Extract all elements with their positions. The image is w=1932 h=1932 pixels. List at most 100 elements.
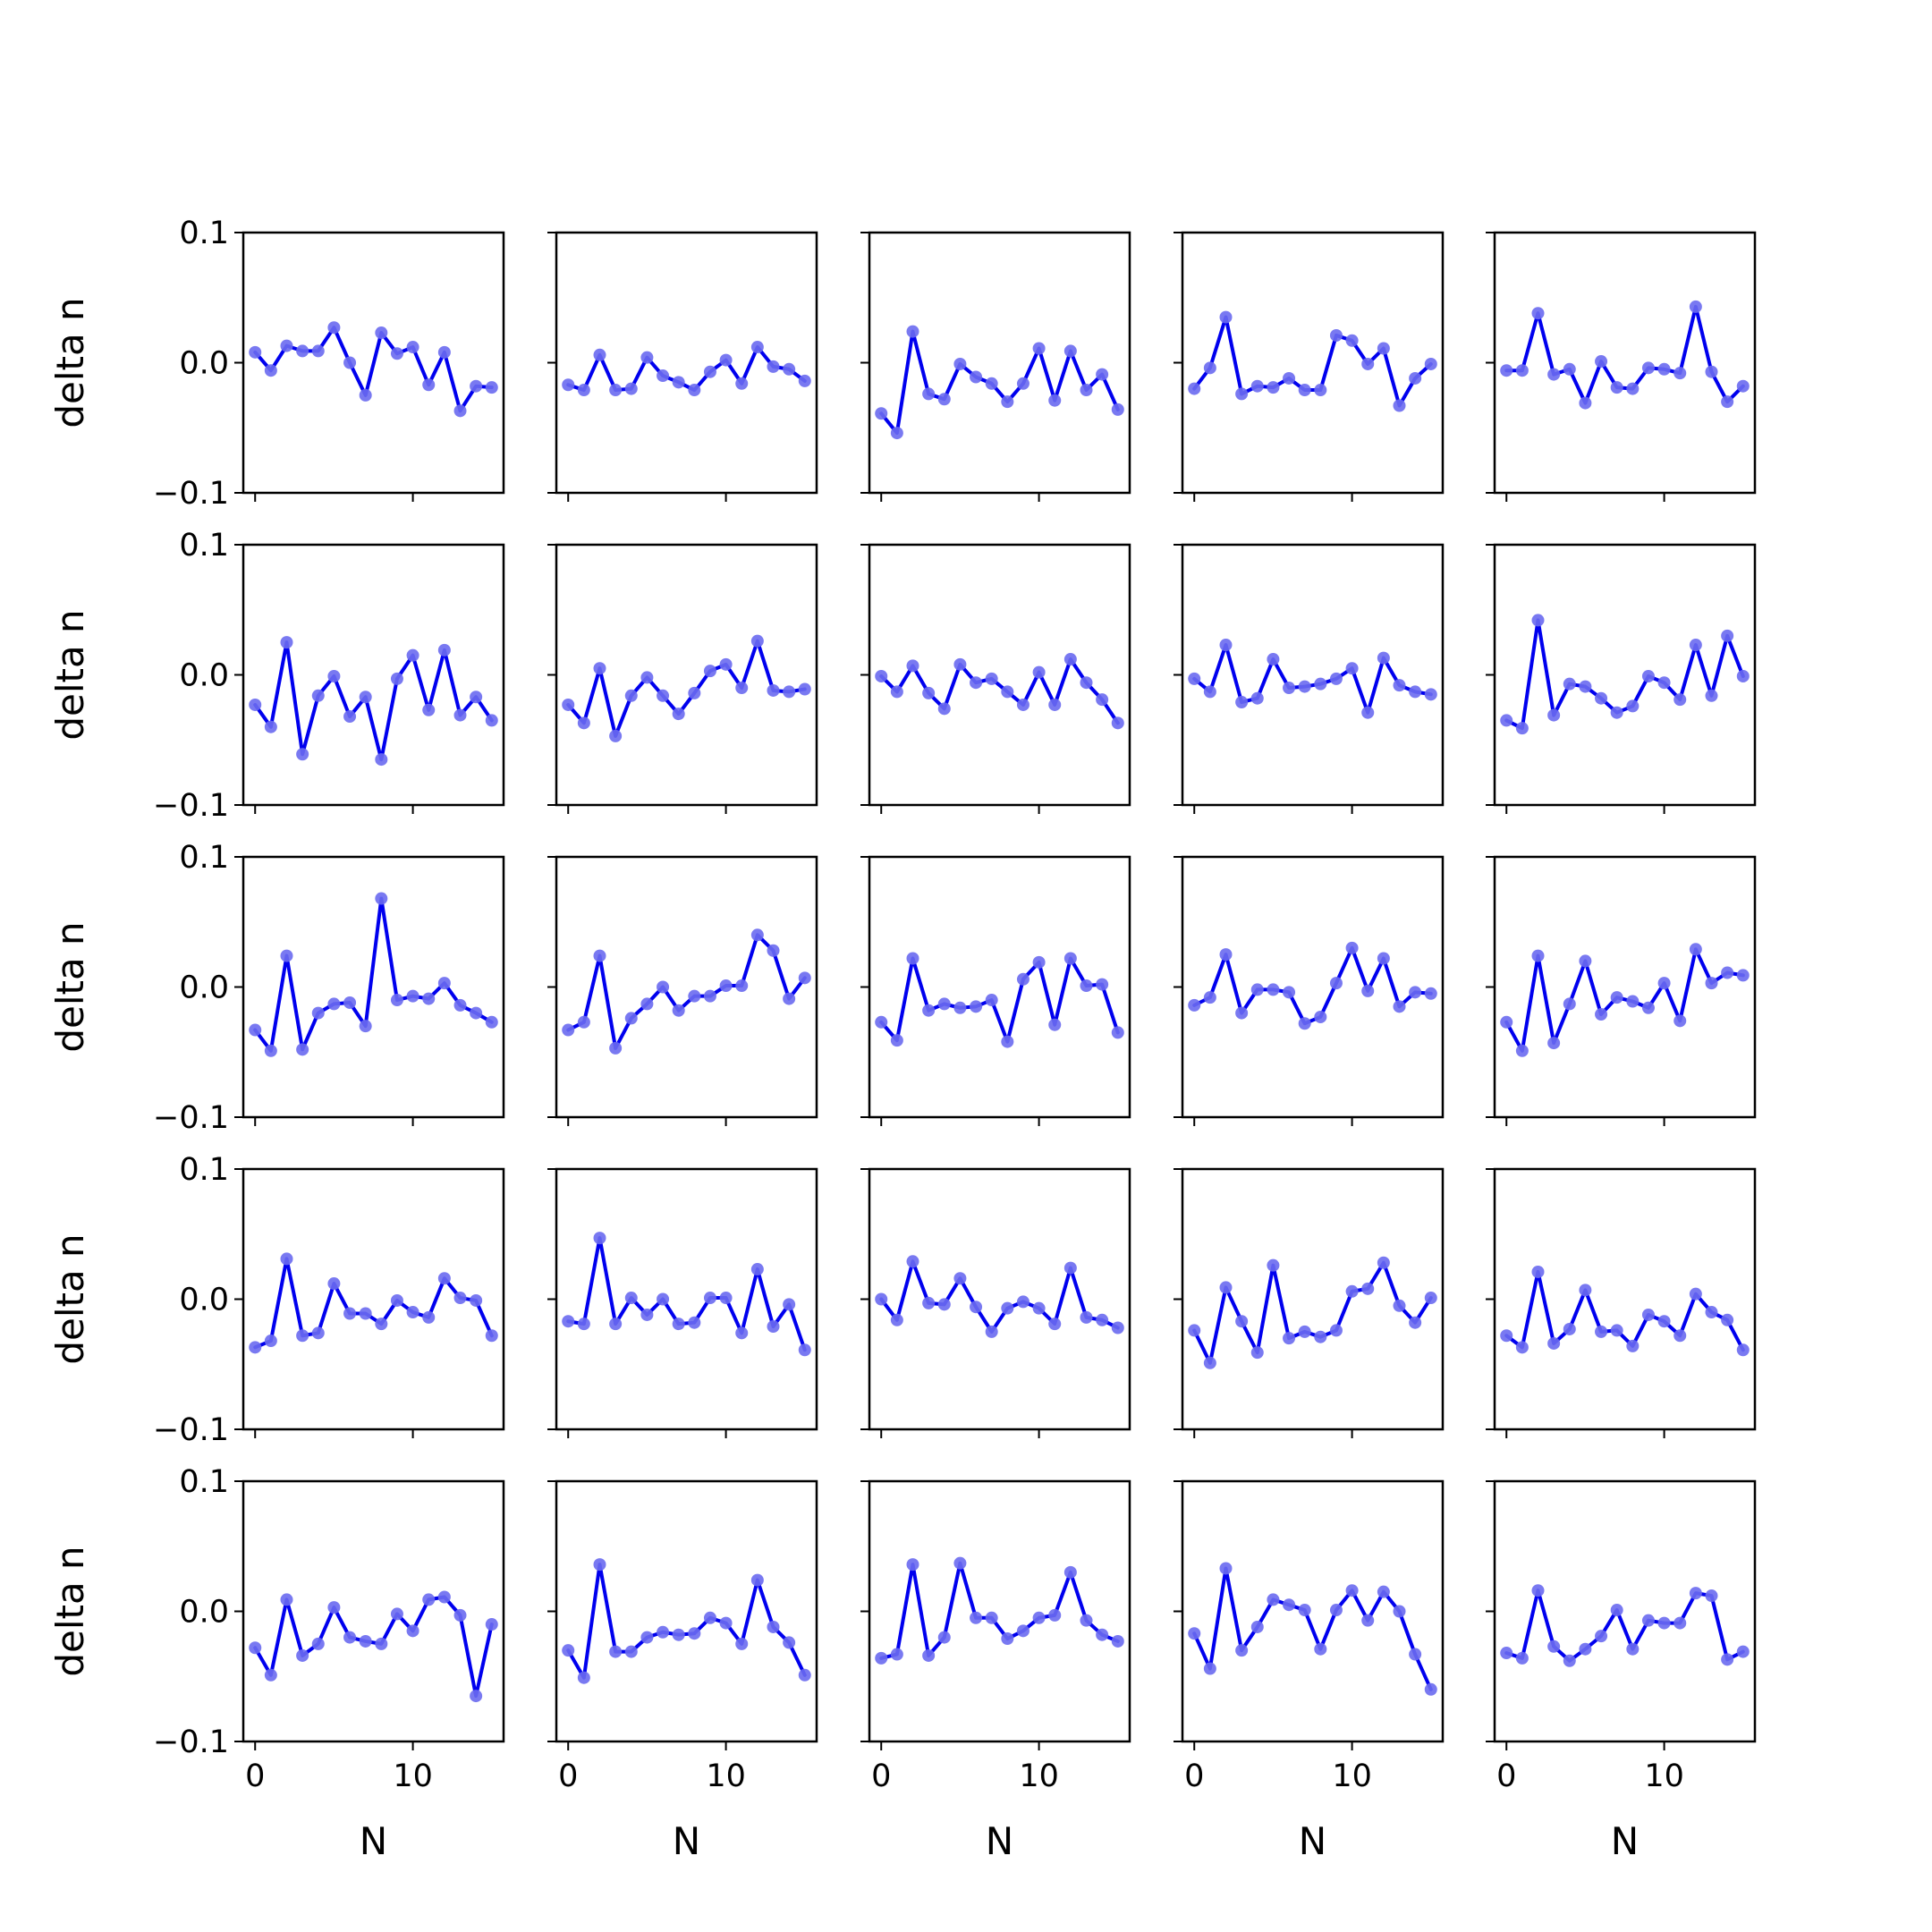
data-point [1563,1322,1576,1335]
data-point [1641,1614,1655,1627]
data-point [1689,943,1702,956]
x-tick-label: 10 [1644,1758,1684,1794]
axes-frame [1181,231,1445,495]
data-point [327,321,341,335]
data-point [1500,1329,1513,1343]
data-point [1579,1284,1592,1297]
data-point [1250,691,1264,705]
data-point [470,379,483,393]
data-point [311,1326,325,1340]
data-point [1250,1620,1264,1633]
data-point [593,662,606,675]
data-point [922,1648,936,1662]
data-point [1500,1015,1513,1029]
data-point [624,382,638,395]
data-point [1188,382,1201,395]
data-point [640,1308,654,1321]
data-point [1657,1616,1671,1630]
subplot-r3-c1: −0.1 0.0 0.1 delta n [48,840,505,1136]
data-point [470,691,483,704]
data-point [783,992,796,1005]
subplot-r5-c5: 0 10N [1486,1479,1757,1863]
data-point [703,1292,716,1305]
data-point [624,1292,638,1305]
data-point [1298,1017,1311,1030]
data-point [1626,382,1640,395]
data-point [1563,997,1576,1011]
data-point [1063,952,1077,965]
data-point [906,659,919,673]
data-point [1721,629,1734,642]
x-axis-label: N [1299,1819,1326,1863]
data-point [1547,368,1561,381]
data-point [750,1573,764,1587]
data-point [1345,1584,1359,1597]
data-point [562,378,575,392]
data-point [1329,672,1343,685]
data-point [375,892,388,905]
data-line [1192,945,1433,1026]
data-point [735,682,749,695]
data-point [1595,1630,1608,1643]
data-point [406,341,419,354]
y-tick-label: 0.1 [179,528,229,564]
data-point [280,636,293,649]
data-point [783,1298,796,1311]
data-point [657,1292,670,1306]
data-point [1657,1315,1671,1328]
data-point [1096,1313,1109,1326]
data-point [767,360,780,373]
data-point [470,1006,483,1020]
data-point [1250,379,1264,393]
data-point [1203,1356,1216,1369]
data-point [1579,396,1592,410]
data-line [566,345,807,393]
subplot-r4-c5 [1486,1167,1757,1438]
data-point [296,1329,309,1343]
data-point [1063,1565,1077,1579]
subplot-r2-c5 [1486,543,1757,814]
data-point [767,1320,780,1334]
data-point [1705,689,1718,702]
data-point [264,364,277,377]
data-point [970,1000,983,1013]
x-axis-label: N [673,1819,700,1863]
data-point [1048,698,1062,711]
data-point [1705,1306,1718,1319]
data-point [1235,1006,1249,1020]
data-point [688,989,701,1003]
data-point [390,347,403,360]
data-point [390,1293,403,1307]
data-point [1345,662,1359,675]
data-point [249,1341,262,1354]
data-point [1111,1026,1124,1039]
subplot-r3-c3 [860,855,1131,1126]
y-tick-label: 0.0 [179,658,229,694]
y-tick-label: 0.1 [179,840,229,876]
data-point [1736,1645,1750,1658]
data-point [485,381,498,394]
data-point [719,1616,733,1630]
data-point [1283,1598,1296,1612]
x-tick-label: 10 [1332,1758,1372,1794]
data-point [593,949,606,962]
data-point [343,356,357,369]
data-point [1500,714,1513,727]
data-point [593,348,606,361]
data-point [1345,1284,1359,1298]
data-point [1298,1325,1311,1338]
data-point [1657,977,1671,990]
data-point [1531,307,1545,320]
data-point [1689,1587,1702,1600]
data-point [1032,955,1046,969]
data-point [640,997,654,1011]
data-point [1361,984,1375,997]
data-point [1001,1301,1014,1315]
axes-frame [1493,231,1757,495]
data-point [343,996,357,1009]
data-point [1096,1628,1109,1641]
data-point [1298,1604,1311,1617]
data-point [609,729,623,742]
data-point [406,1306,419,1319]
axes-frame [1181,543,1445,807]
